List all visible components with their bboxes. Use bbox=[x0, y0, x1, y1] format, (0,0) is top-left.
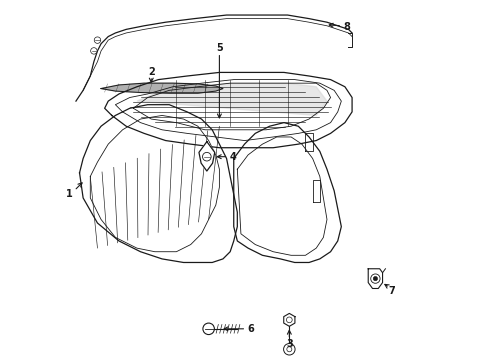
Polygon shape bbox=[104, 72, 351, 148]
Circle shape bbox=[370, 274, 379, 283]
Circle shape bbox=[202, 152, 211, 161]
Circle shape bbox=[203, 323, 214, 334]
Polygon shape bbox=[367, 269, 382, 288]
Polygon shape bbox=[80, 105, 237, 262]
Circle shape bbox=[372, 276, 377, 281]
Text: 2: 2 bbox=[147, 67, 154, 77]
Polygon shape bbox=[76, 15, 351, 101]
Polygon shape bbox=[137, 83, 326, 116]
Polygon shape bbox=[233, 123, 341, 262]
Circle shape bbox=[94, 37, 101, 43]
Polygon shape bbox=[101, 83, 223, 93]
Text: 5: 5 bbox=[216, 43, 223, 53]
Text: 4: 4 bbox=[229, 152, 236, 162]
Circle shape bbox=[90, 48, 97, 54]
Polygon shape bbox=[199, 141, 214, 171]
Text: 7: 7 bbox=[387, 286, 394, 296]
Polygon shape bbox=[283, 314, 294, 326]
Text: 8: 8 bbox=[343, 22, 349, 32]
Text: 3: 3 bbox=[285, 339, 292, 349]
Text: 6: 6 bbox=[247, 324, 254, 334]
Text: 1: 1 bbox=[66, 189, 73, 199]
Circle shape bbox=[283, 343, 294, 355]
